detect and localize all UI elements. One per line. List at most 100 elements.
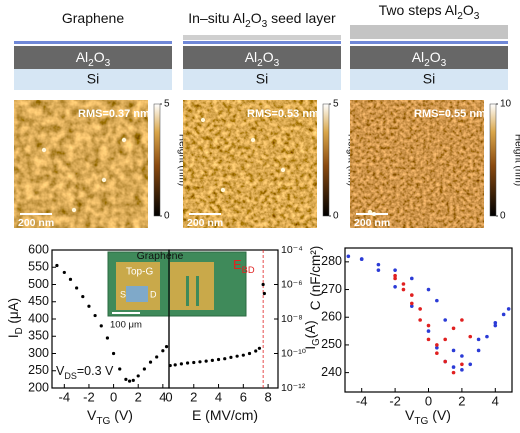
- y-tick-label: 240: [321, 365, 342, 379]
- oxide-top-layer: [350, 25, 508, 39]
- data-point: [435, 345, 439, 350]
- data-point: [55, 263, 59, 268]
- oxide-label-part: O: [430, 49, 441, 65]
- oxide-label-part: O: [263, 49, 274, 65]
- y-axis-label: IG(A): [303, 320, 323, 349]
- y-tick-label: 10⁻⁴: [281, 244, 303, 256]
- x-axis-label-part: (V): [110, 407, 133, 423]
- oxide-label-part: 2: [424, 58, 430, 69]
- x-tick-label: 0: [110, 389, 117, 404]
- y-tick-label: 10⁻¹⁰: [281, 347, 307, 359]
- annotation-part: BD: [242, 265, 255, 275]
- data-point: [451, 365, 456, 369]
- oxide-label-part: Al: [245, 49, 257, 65]
- data-point: [451, 370, 456, 375]
- annotation-part: E: [233, 257, 242, 272]
- data-point: [99, 324, 103, 328]
- y-axis-label-part: (μA): [6, 298, 21, 328]
- afm-particle: [121, 137, 127, 143]
- data-point: [410, 293, 414, 297]
- data-point: [426, 329, 431, 333]
- x-axis-label: VTG (V): [87, 407, 133, 427]
- afm-particle: [41, 147, 47, 153]
- oxide-label-part: 3: [441, 58, 447, 69]
- data-point: [460, 318, 464, 322]
- colorbar: [322, 103, 330, 217]
- colorbar: [153, 103, 161, 217]
- data-point: [493, 323, 498, 328]
- colorbar-tick-label: 5: [164, 99, 170, 110]
- data-point: [118, 367, 122, 371]
- x-tick-label: 0: [425, 393, 432, 408]
- data-point: [426, 323, 431, 328]
- data-point: [443, 359, 448, 364]
- data-point: [418, 318, 422, 322]
- x-tick-label: 4: [215, 389, 222, 404]
- afm-image: [14, 100, 148, 228]
- colorbar-tick-label: 0: [500, 211, 506, 222]
- inset-label: S: [120, 289, 126, 299]
- x-tick-label: 0: [165, 389, 172, 404]
- oxide-label: Al2O3: [245, 49, 280, 69]
- data-point: [68, 277, 73, 281]
- afm-particle: [220, 187, 226, 193]
- data-point: [460, 362, 464, 367]
- rms-label: RMS=0.55 nm: [414, 108, 486, 120]
- stack-title: Graphene: [62, 10, 124, 26]
- data-point: [451, 326, 456, 331]
- afm-image: [350, 100, 484, 228]
- y-tick-label: 500: [28, 277, 49, 291]
- colorbar-tick-label: 0: [333, 211, 339, 222]
- x-axis-label: VTG (V): [405, 407, 451, 427]
- stack-title: In–situ Al2O3 seed layer: [188, 10, 336, 30]
- seed-layer: [183, 35, 341, 40]
- oxide-layer: [183, 46, 341, 69]
- data-point: [136, 374, 140, 378]
- stack-title-part: Graphene: [62, 10, 124, 26]
- data-point: [346, 254, 351, 259]
- x-tick-label: 2: [190, 389, 197, 404]
- colorbar-label: Height (nm): [512, 134, 520, 186]
- graphene-layer: [14, 41, 172, 44]
- y-tick-label: 550: [28, 260, 49, 274]
- stack-title-part: O: [251, 10, 262, 26]
- device-channel: [126, 286, 148, 302]
- device-pad: [170, 262, 214, 310]
- data-point: [460, 354, 464, 358]
- oxide-layer: [14, 46, 172, 69]
- data-point: [476, 337, 481, 342]
- x-axis-label-part: (V): [428, 407, 451, 423]
- data-point: [142, 367, 146, 371]
- x-tick-label: 6: [240, 389, 247, 404]
- data-point: [223, 357, 227, 361]
- x-tick-label: -4: [59, 389, 71, 404]
- y-tick-label: 600: [28, 242, 49, 256]
- y-axis-label-part: D: [14, 327, 25, 334]
- y-axis-label-part: G: [311, 338, 322, 346]
- data-point: [401, 287, 406, 292]
- data-point: [131, 378, 135, 383]
- data-point: [127, 379, 132, 383]
- oxide-label-part: 3: [105, 58, 111, 69]
- y-tick-label: 400: [28, 311, 49, 325]
- oxide-label-part: Al: [412, 49, 424, 65]
- oxide-label-part: Al: [76, 49, 88, 65]
- data-point: [262, 291, 266, 296]
- data-point: [93, 313, 97, 318]
- y-tick-label: 270: [321, 282, 342, 296]
- x-axis-label: E (MV/cm): [192, 407, 258, 423]
- y-axis-label-part: I: [303, 346, 318, 350]
- x-axis-label-part: V: [405, 407, 415, 423]
- afm-particle: [71, 207, 77, 213]
- x-axis-label-part: E (MV/cm): [192, 407, 258, 423]
- annotation: VDS=0.3 V: [56, 364, 114, 381]
- colorbar-tick-label: 5: [333, 99, 339, 110]
- data-point: [192, 360, 196, 365]
- data-point: [435, 298, 439, 303]
- y-tick-label: 250: [321, 337, 342, 351]
- data-point: [410, 304, 414, 308]
- y-tick-label: 250: [28, 363, 49, 377]
- data-point: [164, 345, 169, 349]
- data-point: [443, 318, 448, 322]
- colorbar-label: Height (nm): [176, 134, 187, 186]
